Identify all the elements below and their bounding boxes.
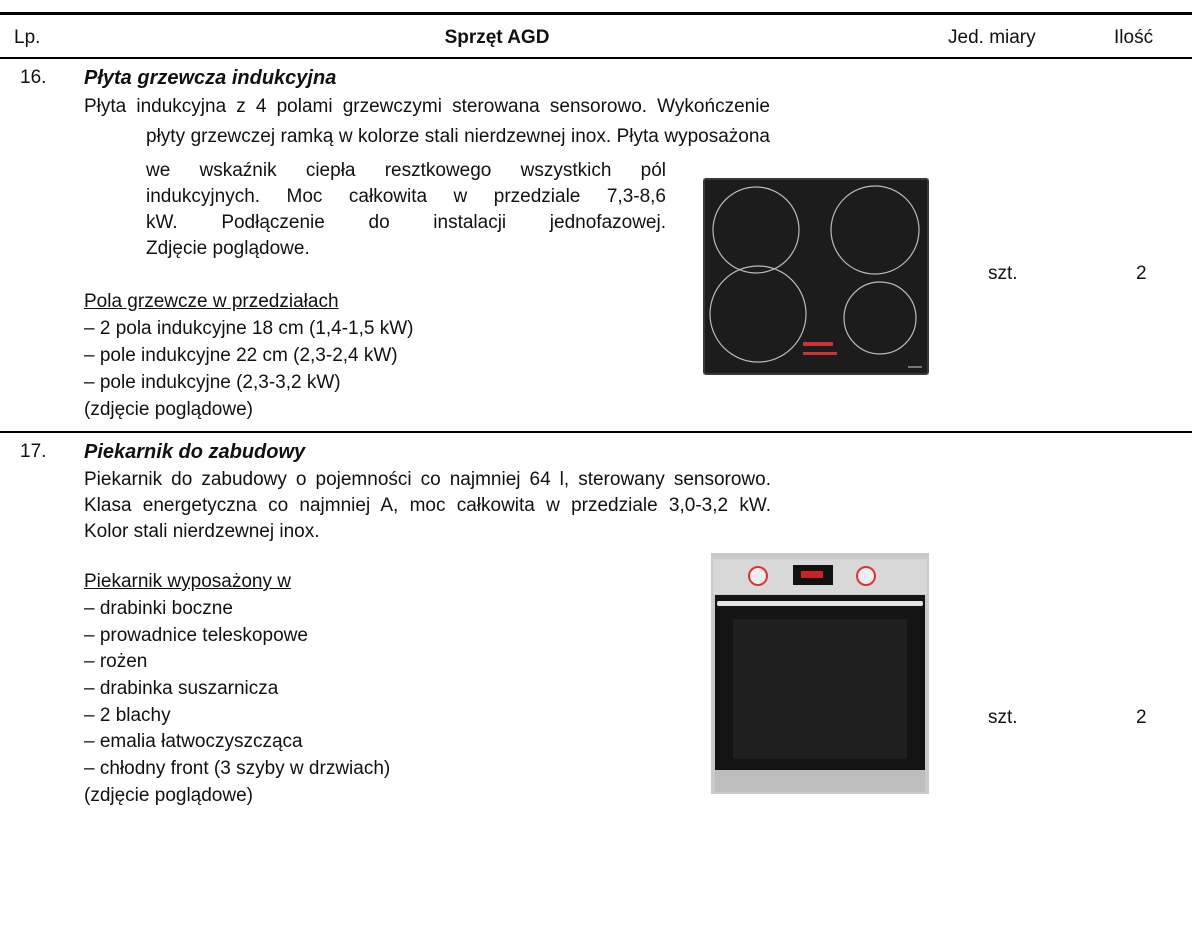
description-line: Klasa energetyczna co najmniej A, moc ca… [84, 495, 771, 516]
header-cell: Ilość [1114, 27, 1154, 48]
row-title: Płyta grzewcza indukcyjna [84, 67, 337, 89]
row-number: 17. [20, 441, 47, 462]
list-item: – chłodny front (3 szyby w drzwiach) [84, 758, 391, 779]
unit: szt. [988, 263, 1018, 284]
list-item: – pole indukcyjne (2,3-3,2 kW) [84, 372, 341, 393]
description-line: we wskaźnik ciepła resztkowego wszystkic… [146, 160, 666, 181]
list-item: – emalia łatwoczyszcząca [84, 731, 303, 752]
list-item: – pole indukcyjne 22 cm (2,3-2,4 kW) [84, 345, 398, 366]
list-item: – 2 pola indukcyjne 18 cm (1,4-1,5 kW) [84, 318, 414, 339]
rule [0, 12, 1192, 15]
description-line: kW. Podłączenie do instalacji jednofazow… [146, 212, 666, 233]
cooktop-image [703, 178, 929, 375]
description-line: Płyta indukcyjna z 4 polami grzewczymi s… [84, 96, 770, 117]
quantity: 2 [1136, 707, 1147, 728]
row-number: 16. [20, 67, 47, 88]
row-title: Piekarnik do zabudowy [84, 441, 306, 463]
header-cell: Jed. miary [948, 27, 1036, 48]
unit: szt. [988, 707, 1018, 728]
list-title: Pola grzewcze w przedziałach [84, 291, 339, 312]
list-item: (zdjęcie poglądowe) [84, 399, 253, 420]
list-item: – rożen [84, 651, 148, 672]
header-cell: Sprzęt AGD [444, 27, 550, 48]
header-cell: Lp. [14, 27, 41, 48]
description-line: Kolor stali nierdzewnej inox. [84, 521, 320, 542]
list-item: (zdjęcie poglądowe) [84, 785, 253, 806]
description-line: Zdjęcie poglądowe. [146, 238, 310, 259]
list-item: – drabinka suszarnicza [84, 678, 279, 699]
description-line: indukcyjnych. Moc całkowita w przedziale… [146, 186, 666, 207]
list-item: – prowadnice teleskopowe [84, 625, 308, 646]
list-item: – 2 blachy [84, 705, 171, 726]
description-line: Piekarnik do zabudowy o pojemności co na… [84, 469, 771, 490]
rule [0, 57, 1192, 59]
quantity: 2 [1136, 263, 1147, 284]
list-item: – drabinki boczne [84, 598, 233, 619]
list-title: Piekarnik wyposażony w [84, 571, 291, 592]
oven-image [711, 553, 929, 794]
rule [0, 431, 1192, 433]
description-line: płyty grzewczej ramką w kolorze stali ni… [146, 126, 770, 147]
